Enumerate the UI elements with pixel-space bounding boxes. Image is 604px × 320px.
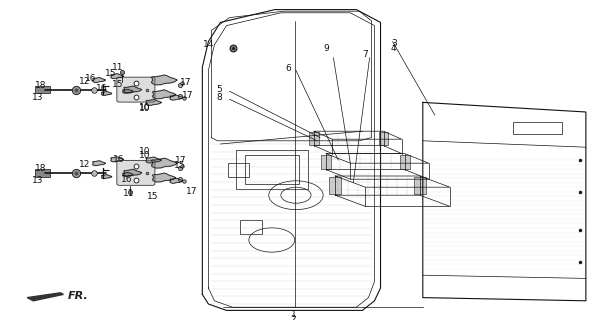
Polygon shape (124, 169, 141, 176)
Bar (321, 155, 331, 169)
Polygon shape (111, 74, 124, 79)
Polygon shape (170, 178, 182, 183)
Bar (240, 220, 262, 234)
Polygon shape (124, 86, 141, 93)
Text: 7: 7 (362, 50, 368, 59)
Polygon shape (146, 157, 161, 163)
Text: 4: 4 (391, 44, 397, 53)
Text: 10: 10 (139, 104, 151, 113)
Bar (400, 155, 410, 169)
Text: 16: 16 (85, 74, 97, 83)
Bar (329, 177, 341, 194)
Polygon shape (27, 293, 63, 301)
Text: 12: 12 (79, 77, 90, 86)
Polygon shape (92, 77, 106, 83)
Text: 6: 6 (285, 64, 291, 73)
Bar (236, 150, 308, 189)
Polygon shape (92, 161, 106, 166)
Polygon shape (152, 75, 177, 85)
Polygon shape (111, 157, 124, 162)
Text: 16: 16 (112, 155, 124, 164)
Text: 15: 15 (104, 69, 117, 78)
Text: 17: 17 (186, 188, 198, 196)
Text: 13: 13 (31, 93, 43, 102)
Text: 17: 17 (175, 156, 187, 165)
Text: 9: 9 (323, 44, 329, 53)
Text: 16: 16 (121, 175, 133, 184)
Polygon shape (101, 92, 112, 95)
Text: 18: 18 (35, 164, 47, 173)
Text: 15: 15 (147, 192, 159, 201)
Polygon shape (101, 175, 112, 179)
Text: 17: 17 (180, 78, 192, 87)
Text: 10: 10 (139, 147, 151, 156)
Polygon shape (152, 158, 177, 168)
Text: 5: 5 (216, 85, 222, 94)
Polygon shape (170, 95, 182, 100)
Text: 10: 10 (139, 103, 151, 112)
Text: 12: 12 (79, 160, 90, 169)
Polygon shape (146, 99, 161, 105)
Text: 16: 16 (95, 84, 108, 93)
FancyBboxPatch shape (117, 77, 155, 102)
Text: 15: 15 (174, 161, 186, 170)
Text: 8: 8 (216, 93, 222, 102)
Bar (245, 155, 299, 184)
Polygon shape (123, 89, 133, 93)
Bar (513, 122, 562, 134)
Text: 14: 14 (203, 40, 214, 49)
Text: 2: 2 (291, 315, 297, 320)
Text: 15: 15 (112, 80, 124, 89)
Text: 11: 11 (112, 63, 124, 72)
FancyBboxPatch shape (117, 160, 155, 185)
Text: 13: 13 (31, 176, 43, 185)
Bar (309, 132, 319, 145)
Text: 18: 18 (35, 81, 47, 90)
Text: 3: 3 (391, 39, 397, 48)
Text: 11: 11 (123, 189, 135, 198)
Bar (414, 177, 426, 194)
Polygon shape (123, 172, 133, 176)
Text: FR.: FR. (68, 291, 89, 301)
Bar (228, 163, 249, 177)
Text: 1: 1 (291, 310, 297, 319)
Bar (35, 86, 50, 93)
Bar (35, 169, 50, 177)
Text: 10: 10 (139, 151, 151, 160)
Bar (379, 132, 388, 145)
Polygon shape (152, 90, 176, 99)
Text: 17: 17 (181, 91, 193, 100)
Polygon shape (152, 173, 176, 182)
